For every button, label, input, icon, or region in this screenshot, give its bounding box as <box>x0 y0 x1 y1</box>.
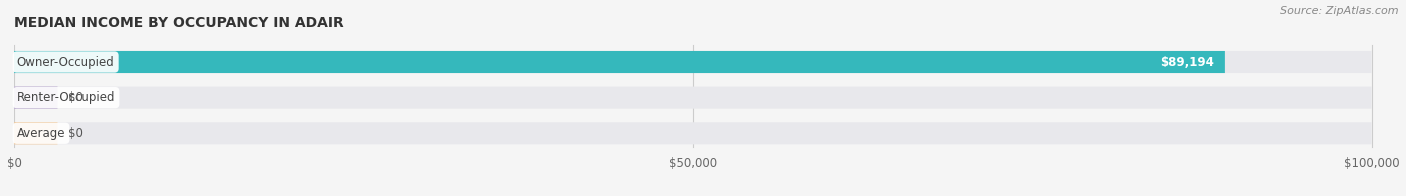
FancyBboxPatch shape <box>14 51 1372 73</box>
Text: $89,194: $89,194 <box>1160 55 1213 69</box>
Text: Average: Average <box>17 127 65 140</box>
FancyBboxPatch shape <box>14 122 58 144</box>
FancyBboxPatch shape <box>14 122 1372 144</box>
Text: $0: $0 <box>69 91 83 104</box>
Text: Source: ZipAtlas.com: Source: ZipAtlas.com <box>1281 6 1399 16</box>
FancyBboxPatch shape <box>14 87 1372 109</box>
Text: MEDIAN INCOME BY OCCUPANCY IN ADAIR: MEDIAN INCOME BY OCCUPANCY IN ADAIR <box>14 16 344 30</box>
FancyBboxPatch shape <box>14 87 58 109</box>
Text: Owner-Occupied: Owner-Occupied <box>17 55 114 69</box>
FancyBboxPatch shape <box>14 51 1225 73</box>
Text: Renter-Occupied: Renter-Occupied <box>17 91 115 104</box>
Text: $0: $0 <box>69 127 83 140</box>
